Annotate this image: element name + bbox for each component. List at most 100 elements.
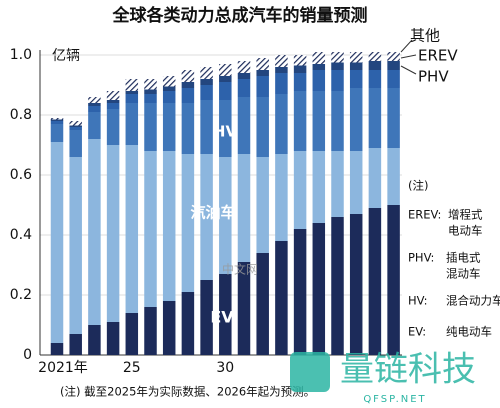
bar-segment	[219, 274, 232, 355]
bar-segment	[200, 154, 213, 280]
bar-segment	[219, 100, 232, 157]
bar-segment	[88, 139, 101, 325]
bar-segment	[125, 145, 139, 313]
bar-segment	[162, 103, 176, 151]
bar-segment	[293, 151, 307, 229]
note-abbr: EREV:	[408, 208, 441, 222]
bar-segment	[106, 109, 120, 145]
bar-segment	[50, 118, 64, 120]
bar-segment	[200, 79, 213, 85]
bar-segment	[200, 280, 213, 355]
bar-segment	[219, 76, 232, 82]
bar-segment	[293, 55, 307, 66]
bar-segment	[275, 94, 288, 154]
bar-segment	[125, 94, 139, 103]
bar-segment	[349, 52, 363, 63]
bar-segment	[219, 157, 232, 274]
bar-segment	[312, 91, 326, 151]
bar-segment	[181, 88, 195, 103]
chart-title: 全球各类动力总成汽车的销量预测	[112, 5, 368, 26]
bar-segment	[69, 125, 82, 127]
watermark: 中文网	[222, 262, 258, 277]
bar-segment	[368, 61, 382, 70]
bar-segment	[275, 67, 288, 73]
bar-segment	[69, 121, 82, 126]
bar-segment	[293, 73, 307, 91]
bar-segment	[331, 52, 344, 63]
bar-segment	[162, 151, 176, 301]
series-label: HV	[213, 123, 238, 141]
bar-segment	[69, 130, 82, 157]
series-label: EREV	[418, 47, 458, 65]
bar-segment	[106, 91, 120, 100]
notes-title: (注)	[408, 179, 428, 193]
bar-segment	[144, 103, 157, 151]
bar-segment	[106, 103, 120, 109]
bar-segment	[50, 343, 64, 355]
bar-segment	[144, 94, 157, 103]
series-label: 其他	[410, 27, 440, 45]
bar-segment	[387, 148, 400, 205]
bar-segment	[50, 142, 64, 343]
bar-segment	[368, 148, 382, 208]
bar-segment	[88, 112, 101, 139]
bar-segment	[69, 127, 82, 130]
bar-segment	[331, 217, 344, 355]
y-tick-label: 0.6	[10, 167, 32, 183]
bar-segment	[181, 154, 195, 292]
bar-segment	[200, 100, 213, 154]
bar-segment	[237, 73, 251, 79]
bar-segment	[106, 322, 120, 355]
bar-segment	[144, 307, 157, 355]
bar-segment	[237, 61, 251, 73]
bar-segment	[181, 70, 195, 82]
bar-segment	[162, 86, 176, 91]
bar-segment	[162, 301, 176, 355]
bar-segment	[200, 85, 213, 100]
bar-segment	[293, 91, 307, 151]
bar-segment	[181, 103, 195, 154]
bar-segment	[368, 70, 382, 88]
series-label: PHV	[418, 68, 449, 86]
bar-segment	[88, 103, 101, 106]
bar-segment	[349, 62, 363, 70]
bar-segment	[50, 119, 64, 121]
bar-segment	[88, 106, 101, 112]
note-abbr: PHV:	[408, 251, 434, 265]
bar-segment	[125, 91, 139, 94]
bar-segment	[387, 61, 400, 70]
bar-segment	[331, 91, 344, 151]
bar-segment	[219, 82, 232, 100]
y-tick-label: 0	[23, 347, 32, 363]
bar-segment	[50, 121, 64, 124]
y-tick-label: 1.0	[10, 47, 32, 63]
bar-segment	[387, 70, 400, 88]
bar-segment	[200, 67, 213, 79]
series-label: 汽油车	[190, 204, 235, 222]
note-text: 纯电动车	[446, 325, 492, 339]
leader-line	[400, 65, 417, 75]
note-text: 电动车	[448, 224, 483, 238]
bar-segment	[106, 100, 120, 103]
bar-segment	[237, 79, 251, 97]
bar-segment	[387, 52, 400, 61]
y-tick-label: 0.4	[10, 227, 32, 243]
bar-segment	[275, 154, 288, 241]
y-tick-label: 0.2	[10, 287, 32, 303]
bar-segment	[387, 205, 400, 355]
y-unit: 亿辆	[52, 48, 80, 64]
bar-segment	[256, 76, 269, 97]
bar-segment	[162, 76, 176, 87]
bar-segment	[125, 313, 139, 355]
bar-segment	[181, 292, 195, 355]
x-tick-label: 30	[216, 360, 234, 376]
bar-segment	[368, 52, 382, 61]
bar-segment	[293, 65, 307, 73]
bar-segment	[312, 52, 326, 64]
bar-segment	[144, 89, 157, 94]
bar-segment	[237, 262, 251, 355]
series-label: EV	[210, 308, 234, 327]
bar-segment	[275, 241, 288, 355]
